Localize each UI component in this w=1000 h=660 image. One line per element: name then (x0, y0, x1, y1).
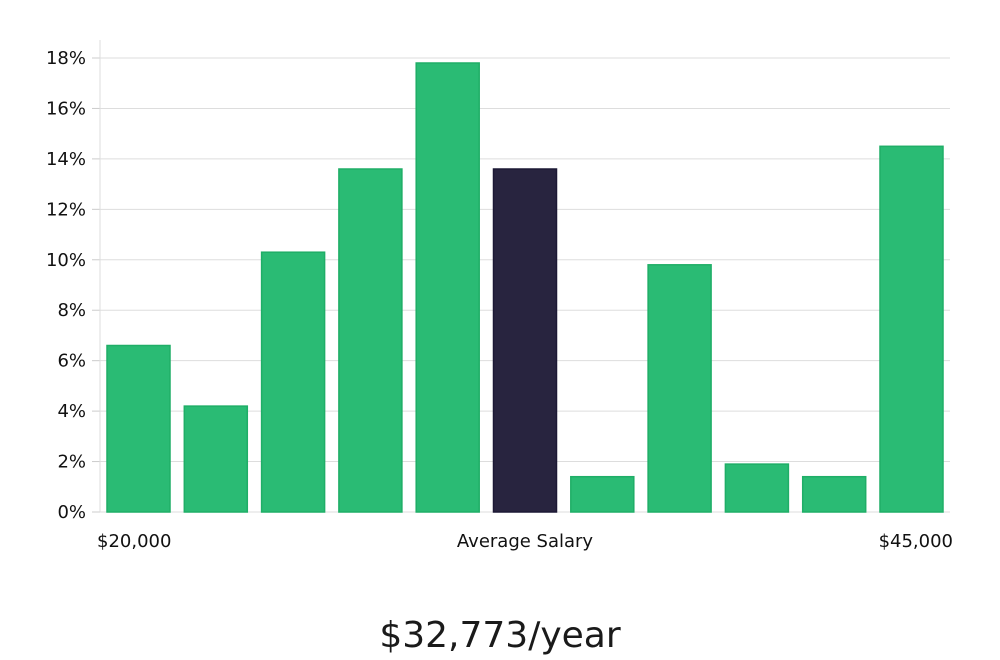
y-tick-label: 18% (46, 48, 86, 69)
y-tick-label: 4% (57, 401, 86, 422)
bar (724, 463, 790, 513)
x-axis-title: Average Salary (457, 531, 594, 552)
bar (415, 62, 480, 513)
average-salary-headline: $32,773/year (379, 615, 621, 656)
bar (647, 264, 712, 513)
bar (260, 251, 326, 513)
y-tick-label: 8% (57, 300, 86, 321)
bar (106, 344, 171, 513)
bar (879, 145, 944, 513)
bar (338, 168, 403, 513)
y-tick-labels: 0% 2% 4% 6% 8% 10% 12% 14% 16% 18% (46, 48, 86, 523)
y-tick-label: 6% (57, 351, 86, 372)
bar-highlighted-average (492, 168, 558, 513)
y-tick-label: 14% (46, 149, 86, 170)
y-tick-label: 0% (57, 502, 86, 523)
bars (106, 62, 944, 513)
bar (570, 475, 635, 513)
bar (801, 475, 867, 513)
y-tick-label: 12% (46, 199, 86, 220)
bar (183, 405, 249, 513)
y-tick-label: 16% (46, 98, 86, 119)
x-axis-max-label: $45,000 (879, 531, 953, 552)
x-axis-min-label: $20,000 (97, 531, 171, 552)
y-tick-label: 2% (57, 452, 86, 473)
y-tick-label: 10% (46, 250, 86, 271)
